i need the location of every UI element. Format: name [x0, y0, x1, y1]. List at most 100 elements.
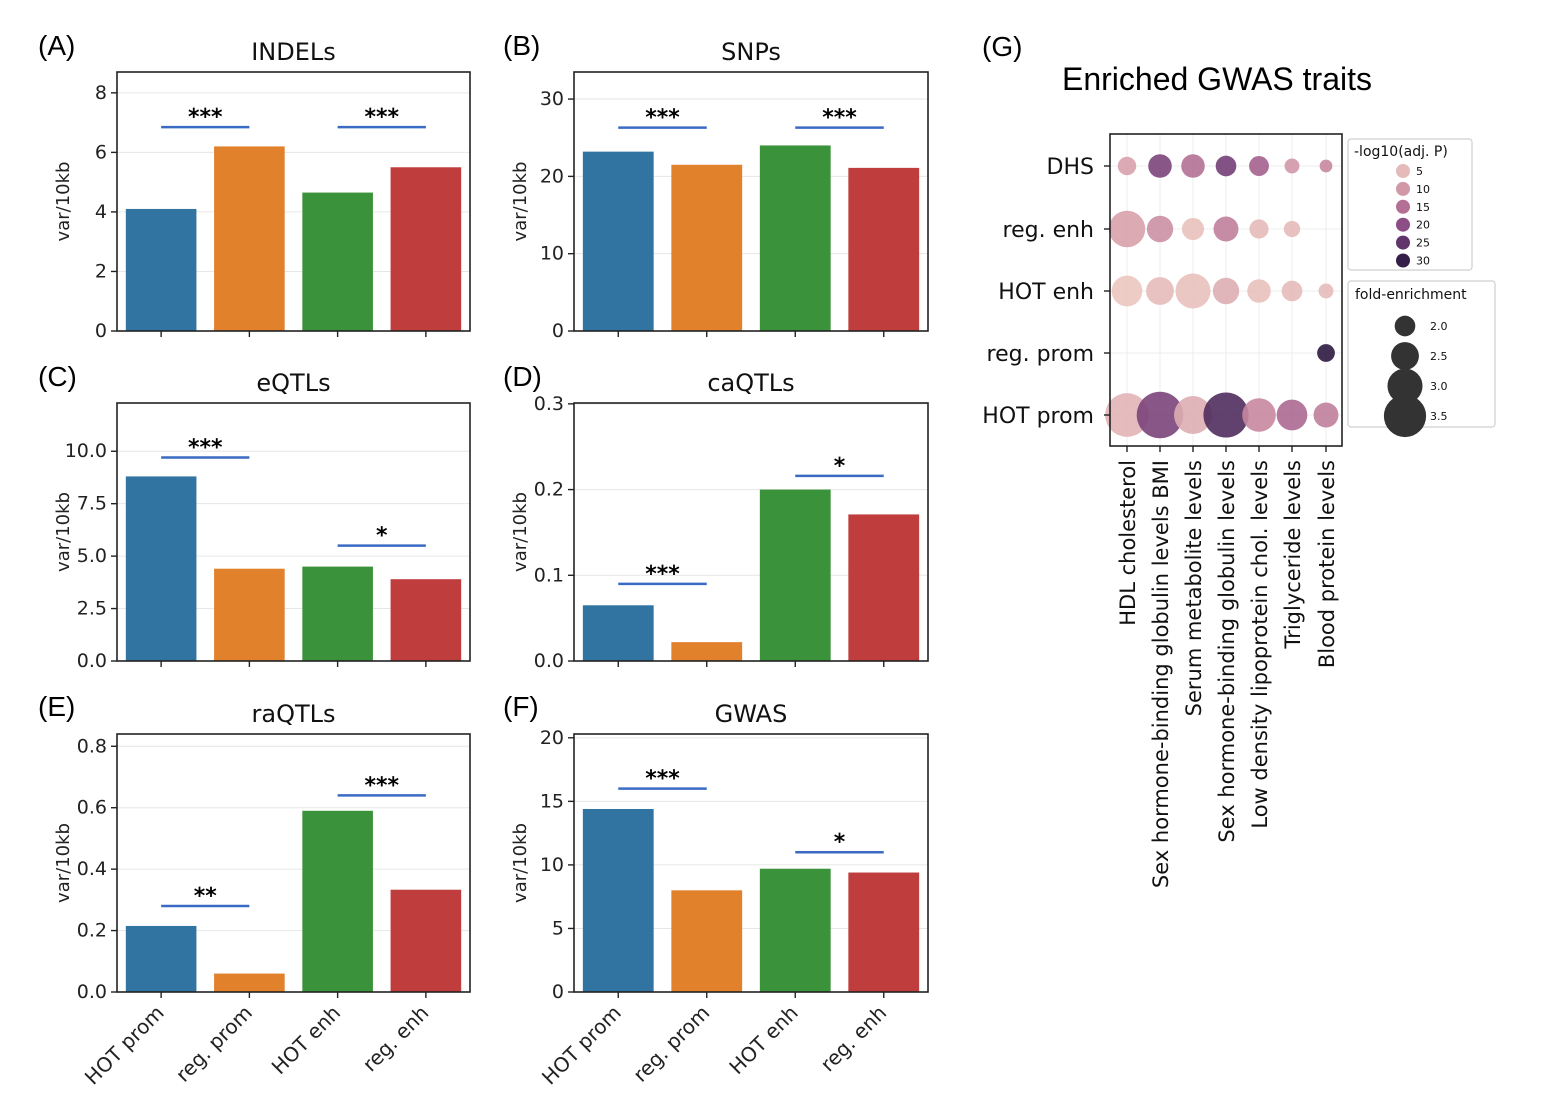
y-tick-label: 0 — [552, 981, 564, 1003]
y-tick-label: 15 — [540, 790, 564, 812]
legend-size-swatch — [1394, 315, 1416, 337]
y-axis-label: var/10kb — [510, 162, 531, 242]
axes-frame — [573, 402, 929, 662]
y-tick-label: 0.0 — [534, 650, 564, 672]
legend-color-swatch — [1396, 235, 1410, 250]
row-label: reg. enh — [1003, 218, 1094, 243]
bar-panel-snps: 0 10 20 30 var/10kb SNPs (B) *** *** — [503, 30, 929, 342]
bar-reg-enh — [390, 579, 462, 661]
significance-label: *** — [645, 562, 680, 587]
y-tick-label: 20 — [540, 727, 564, 749]
dot-reg-enh-1 — [1146, 215, 1174, 243]
legend-size-label: 2.0 — [1430, 320, 1448, 333]
y-tick-label: 8 — [95, 82, 107, 104]
legend-color-swatch — [1396, 164, 1410, 178]
legend-color-swatch — [1396, 199, 1410, 214]
bar-panel-indels: 0 2 4 6 8 var/10kb INDELs (A) *** *** — [38, 30, 471, 342]
bar-reg-prom — [671, 642, 743, 661]
panel-title: GWAS — [715, 700, 788, 728]
y-axis-label: var/10kb — [53, 823, 74, 903]
dot-reg-prom-6 — [1317, 344, 1335, 362]
bar-reg-enh — [848, 872, 920, 992]
row-label: HOT prom — [982, 404, 1094, 429]
x-category-label: reg. enh — [816, 1001, 892, 1077]
legend-color-label: 25 — [1416, 237, 1430, 250]
x-category-label: HOT prom — [537, 1001, 626, 1090]
bar-reg-enh — [390, 167, 462, 331]
y-axis-label: var/10kb — [53, 492, 74, 572]
y-axis-label: var/10kb — [510, 492, 531, 572]
significance-label: *** — [188, 436, 223, 461]
dot-hot-prom-1 — [1136, 391, 1184, 439]
dot-hot-prom-5 — [1276, 399, 1308, 431]
x-category-label: HOT enh — [267, 1001, 345, 1079]
legend-color-label: 20 — [1416, 219, 1430, 232]
dot-hot-enh-0 — [1111, 275, 1143, 307]
bar-panel-gwas: 0 5 10 15 20 HOT prom reg. prom HOT enh reg. enh… — [503, 691, 929, 1090]
bar-hot-prom — [582, 605, 654, 661]
axes-frame — [116, 71, 471, 332]
dot-dhs-1 — [1148, 154, 1172, 178]
dot-hot-prom-2 — [1174, 396, 1212, 434]
x-category-label: reg. prom — [171, 1001, 257, 1087]
legend-color-swatch — [1396, 181, 1410, 196]
legend-color-label: 10 — [1416, 183, 1430, 196]
column-label: Serum metabolite levels — [1182, 460, 1206, 716]
dot-dhs-0 — [1117, 156, 1137, 176]
panel-letter: (B) — [503, 30, 540, 61]
legend-color-box — [1347, 138, 1473, 271]
dot-hot-enh-2 — [1175, 273, 1211, 309]
y-tick-label: 0.0 — [77, 981, 107, 1003]
x-category-label: reg. enh — [358, 1001, 434, 1077]
y-tick-label: 5 — [552, 917, 564, 939]
y-tick-label: 30 — [540, 88, 564, 110]
y-axis-label: var/10kb — [53, 162, 74, 242]
y-tick-label: 4 — [95, 201, 107, 223]
dot-reg-enh-0 — [1108, 210, 1146, 248]
y-tick-label: 0.4 — [77, 858, 107, 880]
dot-dhs-3 — [1215, 155, 1237, 177]
significance-label: *** — [364, 773, 399, 798]
dot-hot-enh-3 — [1212, 277, 1240, 305]
bar-hot-prom — [125, 208, 197, 331]
y-tick-label: 2 — [95, 260, 107, 282]
significance-label: *** — [364, 105, 399, 130]
dot-dhs-4 — [1249, 156, 1269, 176]
bar-reg-enh — [848, 514, 920, 661]
y-tick-label: 0.0 — [77, 650, 107, 672]
legend-color-title: -log10(adj. P) — [1354, 144, 1448, 160]
significance-label: * — [834, 454, 846, 479]
y-tick-label: 7.5 — [77, 493, 107, 515]
panel-title: eQTLs — [256, 369, 330, 397]
y-tick-label: 0.2 — [77, 920, 107, 942]
y-tick-label: 0.1 — [534, 564, 564, 586]
significance-label: *** — [822, 106, 857, 131]
x-category-label: HOT enh — [724, 1001, 802, 1079]
bar-hot-enh — [302, 566, 373, 661]
column-label: Triglyceride levels — [1281, 460, 1305, 650]
dot-hot-prom-0 — [1105, 393, 1149, 437]
y-tick-label: 10 — [540, 243, 564, 265]
x-category-label: HOT prom — [80, 1001, 169, 1090]
dot-hot-enh-5 — [1281, 280, 1303, 302]
row-label: DHS — [1047, 155, 1094, 180]
y-tick-label: 20 — [540, 165, 564, 187]
bar-hot-enh — [759, 489, 831, 661]
column-label: Low density lipoprotein chol. levels — [1248, 460, 1272, 829]
y-tick-label: 0.8 — [77, 735, 107, 757]
panel-letter: (F) — [503, 691, 539, 722]
dot-dhs-2 — [1181, 154, 1205, 178]
panel-title: Enriched GWAS traits — [1062, 61, 1372, 97]
y-tick-label: 0.2 — [534, 479, 564, 501]
legend-size-swatch — [1387, 368, 1423, 404]
bar-hot-enh — [759, 145, 831, 331]
column-label: Blood protein levels — [1315, 460, 1339, 668]
legend-color-label: 5 — [1416, 165, 1423, 178]
bar-reg-prom — [671, 164, 743, 331]
dot-reg-enh-5 — [1283, 220, 1301, 238]
panel-letter: (D) — [503, 361, 542, 392]
